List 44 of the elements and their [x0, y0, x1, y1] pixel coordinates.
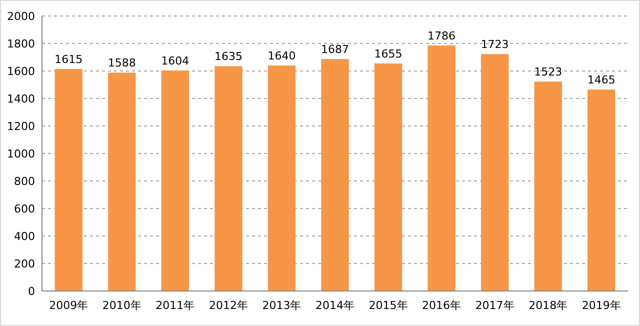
- x-tick-label: 2014年: [316, 299, 354, 312]
- y-tick-label: 0: [28, 284, 35, 298]
- data-label: 1635: [214, 50, 242, 64]
- data-label: 1786: [428, 29, 456, 42]
- bar: [214, 66, 242, 291]
- bar: [321, 59, 349, 291]
- data-label: 1615: [54, 52, 83, 66]
- y-tick-label: 2000: [7, 10, 35, 23]
- x-tick-label: 2012年: [208, 299, 248, 312]
- y-tick-label: 400: [14, 230, 35, 243]
- y-tick-label: 200: [14, 257, 35, 270]
- bar: [108, 72, 136, 291]
- x-tick-label: 2017年: [475, 299, 514, 312]
- bar: [588, 90, 616, 291]
- data-label: 1723: [480, 38, 509, 52]
- x-tick-label: 2011年: [156, 299, 195, 312]
- data-label: 1604: [161, 54, 190, 68]
- bar: [374, 63, 402, 291]
- x-tick-label: 2009年: [49, 299, 88, 312]
- y-tick-label: 1400: [7, 92, 35, 106]
- data-label: 1640: [268, 50, 296, 62]
- bar: [54, 68, 82, 291]
- data-label: 1655: [374, 47, 402, 60]
- bar: [480, 54, 509, 291]
- x-tick-label: 2010年: [102, 299, 142, 312]
- y-tick-label: 1800: [7, 37, 35, 50]
- data-label: 1465: [587, 74, 616, 87]
- data-label: 1687: [321, 43, 349, 56]
- x-tick-label: 2013年: [262, 299, 302, 312]
- x-tick-label: 2018年: [528, 299, 568, 312]
- x-tick-label: 2016年: [422, 299, 462, 312]
- x-tick-label: 2019年: [582, 299, 621, 312]
- data-label: 1523: [534, 66, 562, 79]
- y-tick-label: 1000: [7, 147, 35, 160]
- bar: [534, 82, 562, 291]
- y-tick-label: 800: [14, 174, 35, 188]
- y-tick-label: 1600: [7, 64, 35, 78]
- data-label: 1588: [108, 56, 136, 70]
- bar: [428, 45, 456, 291]
- bar: [161, 70, 190, 291]
- bar: [268, 66, 296, 291]
- x-tick-label: 2015年: [368, 299, 408, 312]
- y-tick-label: 1200: [7, 120, 35, 133]
- y-tick-label: 600: [14, 202, 35, 216]
